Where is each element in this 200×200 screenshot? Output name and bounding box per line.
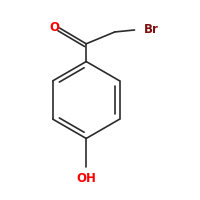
- Text: Br: Br: [143, 23, 158, 36]
- Text: O: O: [50, 21, 60, 34]
- Text: OH: OH: [76, 172, 96, 185]
